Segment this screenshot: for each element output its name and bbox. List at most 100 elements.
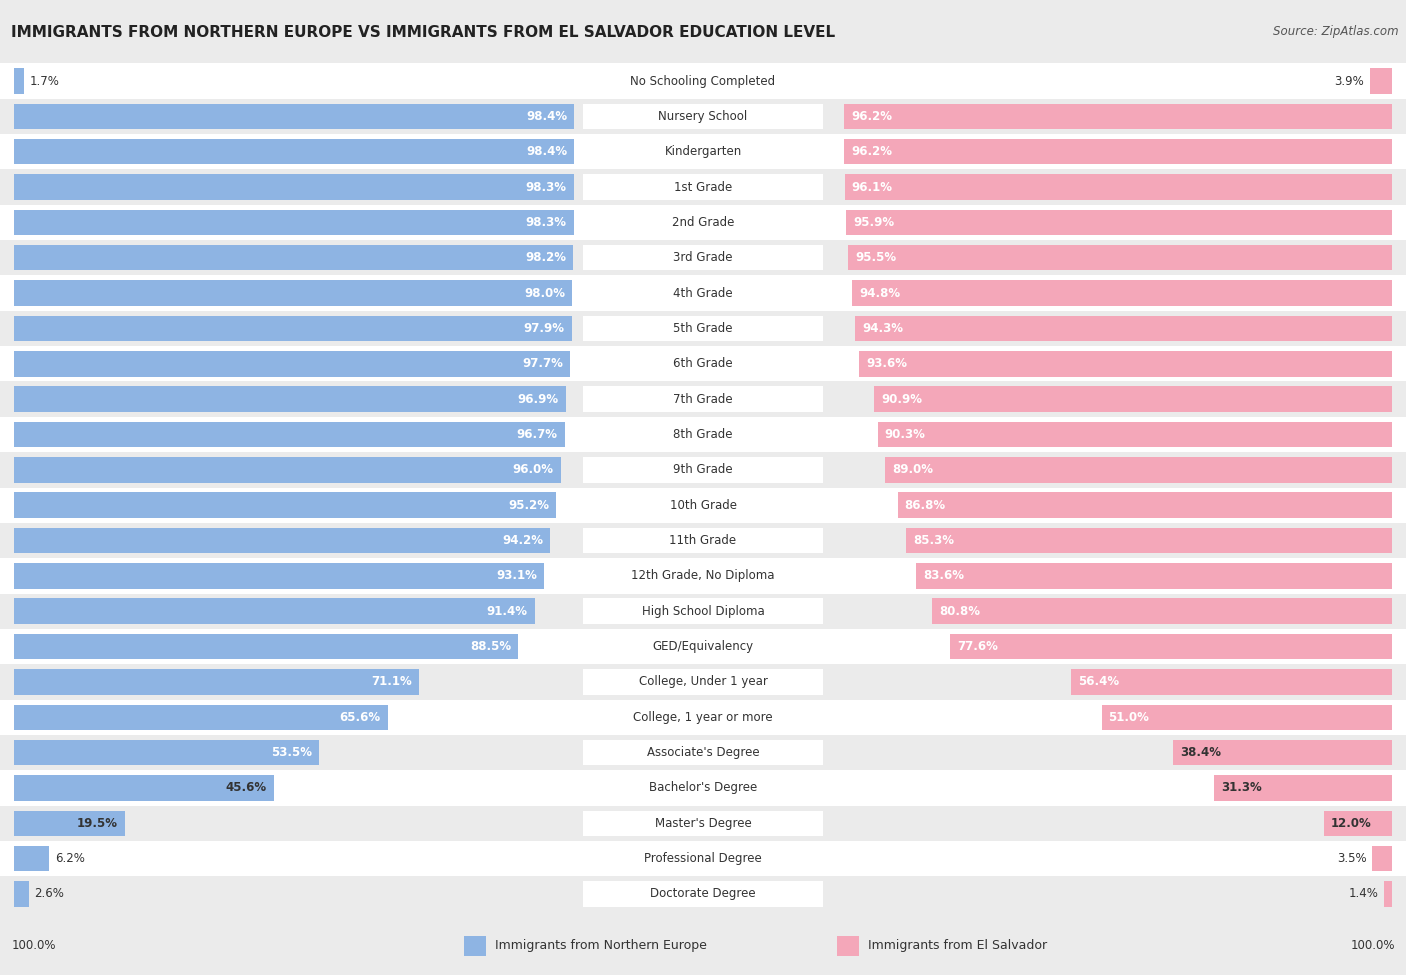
Bar (583, 281, 823, 306)
Text: 10th Grade: 10th Grade (669, 498, 737, 512)
Text: 89.0%: 89.0% (893, 463, 934, 477)
Bar (932, 599, 1392, 624)
Bar (1071, 669, 1392, 694)
Text: 93.6%: 93.6% (866, 357, 907, 370)
Text: 2nd Grade: 2nd Grade (672, 215, 734, 229)
Text: 98.3%: 98.3% (526, 215, 567, 229)
Text: 77.6%: 77.6% (957, 640, 998, 653)
Text: 96.0%: 96.0% (513, 463, 554, 477)
Bar (1372, 846, 1392, 872)
Text: 7th Grade: 7th Grade (673, 393, 733, 406)
Bar (14, 175, 574, 200)
Text: Doctorate Degree: Doctorate Degree (650, 887, 756, 901)
Bar (848, 245, 1392, 270)
Text: 12.0%: 12.0% (1330, 817, 1371, 830)
Bar (0, 558, 1406, 594)
Text: Immigrants from Northern Europe: Immigrants from Northern Europe (495, 939, 707, 953)
Text: 93.1%: 93.1% (496, 569, 537, 582)
Bar (14, 564, 544, 589)
Text: 95.9%: 95.9% (853, 215, 894, 229)
Bar (583, 351, 823, 376)
Text: 9th Grade: 9th Grade (673, 463, 733, 477)
Bar (583, 599, 823, 624)
Text: 80.8%: 80.8% (939, 604, 980, 618)
Bar (583, 775, 823, 800)
Text: 5th Grade: 5th Grade (673, 322, 733, 335)
Bar (14, 316, 571, 341)
Bar (877, 422, 1392, 448)
Bar (14, 103, 575, 129)
Bar (14, 281, 572, 306)
Text: Kindergarten: Kindergarten (665, 145, 741, 158)
Bar (0, 275, 1406, 311)
Bar (0, 840, 1406, 877)
Bar (855, 316, 1392, 341)
Text: IMMIGRANTS FROM NORTHERN EUROPE VS IMMIGRANTS FROM EL SALVADOR EDUCATION LEVEL: IMMIGRANTS FROM NORTHERN EUROPE VS IMMIG… (11, 25, 835, 40)
Bar (14, 775, 274, 800)
Bar (583, 881, 823, 907)
Text: 95.2%: 95.2% (508, 498, 550, 512)
Bar (0, 170, 1406, 205)
Text: 96.2%: 96.2% (851, 145, 893, 158)
Text: 6th Grade: 6th Grade (673, 357, 733, 370)
Bar (837, 936, 859, 956)
Bar (14, 705, 388, 730)
Bar (14, 846, 49, 872)
Text: 88.5%: 88.5% (470, 640, 510, 653)
Text: 86.8%: 86.8% (904, 498, 946, 512)
Bar (0, 488, 1406, 523)
Text: College, 1 year or more: College, 1 year or more (633, 711, 773, 723)
Bar (0, 98, 1406, 134)
Text: 12th Grade, No Diploma: 12th Grade, No Diploma (631, 569, 775, 582)
Text: 95.5%: 95.5% (855, 252, 896, 264)
Bar (844, 139, 1392, 165)
Text: 38.4%: 38.4% (1180, 746, 1222, 760)
Text: 91.4%: 91.4% (486, 604, 527, 618)
Text: 19.5%: 19.5% (77, 817, 118, 830)
Bar (583, 564, 823, 589)
Bar (583, 386, 823, 411)
Bar (950, 634, 1392, 659)
Text: 3.5%: 3.5% (1337, 852, 1367, 865)
Text: 1st Grade: 1st Grade (673, 180, 733, 194)
Bar (583, 457, 823, 483)
Bar (583, 492, 823, 518)
Bar (583, 103, 823, 129)
Bar (0, 452, 1406, 488)
Bar (1323, 810, 1392, 836)
Bar (464, 936, 486, 956)
Bar (0, 346, 1406, 381)
Text: 98.3%: 98.3% (526, 180, 567, 194)
Bar (859, 351, 1392, 376)
Bar (915, 564, 1392, 589)
Text: 98.4%: 98.4% (526, 110, 568, 123)
Text: 2.6%: 2.6% (35, 887, 65, 901)
Text: 31.3%: 31.3% (1220, 781, 1261, 795)
Bar (0, 381, 1406, 417)
Bar (583, 669, 823, 694)
Bar (0, 629, 1406, 664)
Text: 96.1%: 96.1% (852, 180, 893, 194)
Bar (0, 877, 1406, 912)
Bar (0, 311, 1406, 346)
Bar (14, 351, 571, 376)
Text: 100.0%: 100.0% (11, 939, 56, 953)
Text: 96.7%: 96.7% (516, 428, 558, 441)
Bar (0, 205, 1406, 240)
Text: No Schooling Completed: No Schooling Completed (630, 74, 776, 88)
Text: 90.9%: 90.9% (882, 393, 922, 406)
Text: 51.0%: 51.0% (1108, 711, 1150, 723)
Text: 1.7%: 1.7% (30, 74, 59, 88)
Bar (14, 634, 517, 659)
Bar (886, 457, 1392, 483)
Bar (846, 210, 1392, 235)
Text: 94.3%: 94.3% (862, 322, 903, 335)
Text: 97.7%: 97.7% (523, 357, 564, 370)
Text: Master's Degree: Master's Degree (655, 817, 751, 830)
Text: High School Diploma: High School Diploma (641, 604, 765, 618)
Text: 6.2%: 6.2% (55, 852, 84, 865)
Text: 96.9%: 96.9% (517, 393, 558, 406)
Text: 3.9%: 3.9% (1334, 74, 1364, 88)
Bar (14, 492, 557, 518)
Bar (0, 805, 1406, 840)
